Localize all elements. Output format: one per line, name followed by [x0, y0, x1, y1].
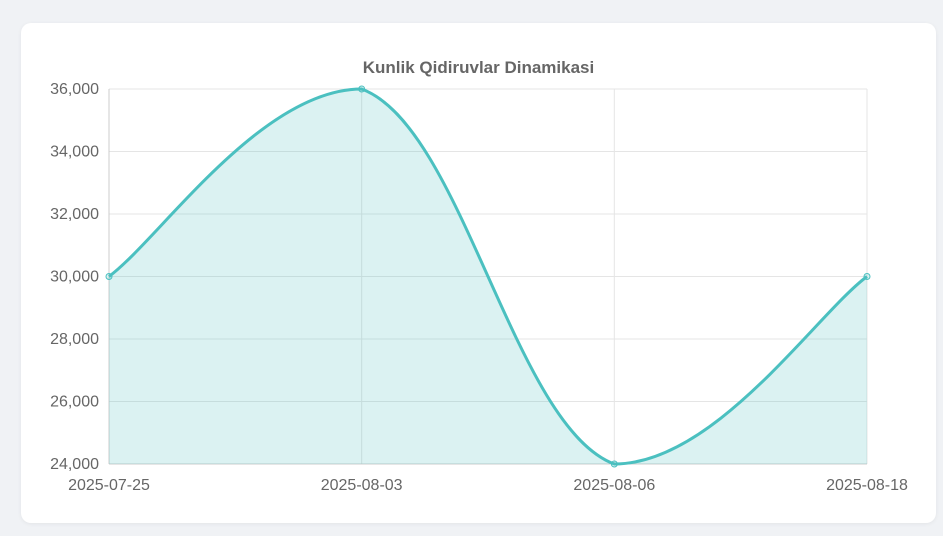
chart-title: Kunlik Qidiruvlar Dinamikasi	[362, 58, 595, 77]
line-layer	[108, 87, 868, 466]
x-tick-label: 2025-08-03	[321, 477, 403, 494]
area-chart: 24,000 26,000 28,000 30,000 32,000 34,000 36,0…	[50, 81, 908, 494]
label-layer: 24,000 26,000 28,000 30,000 32,000 34,000 36,0…	[50, 81, 908, 494]
y-tick-label: 28,000	[50, 331, 99, 348]
data-point	[105, 273, 113, 280]
y-tick-label: 26,000	[50, 394, 99, 411]
data-point	[610, 460, 618, 468]
y-tick-label: 30,000	[50, 269, 99, 286]
x-tick-label: 2025-08-06	[573, 477, 655, 494]
y-tick-label: 32,000	[50, 206, 99, 223]
data-point	[863, 273, 871, 280]
data-point	[358, 85, 366, 93]
y-tick-label: 36,000	[50, 81, 99, 98]
y-tick-label: 34,000	[50, 144, 99, 161]
chart-card: Kunlik Qidiruvlar Dinamikasi 24,000 26,00…	[21, 23, 936, 523]
point-layer	[105, 85, 871, 468]
y-tick-label: 24,000	[50, 456, 99, 473]
series-line	[108, 87, 868, 466]
x-tick-label: 2025-07-25	[68, 477, 150, 494]
x-tick-label: 2025-08-18	[826, 477, 908, 494]
